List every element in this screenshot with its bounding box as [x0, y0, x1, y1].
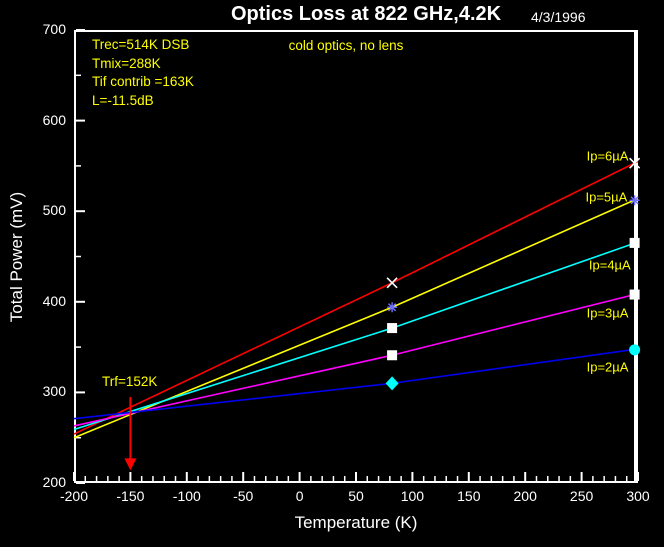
- x-tick-label: -200: [59, 488, 89, 504]
- square-marker: [387, 323, 398, 334]
- y-tick-label: 600: [42, 111, 66, 128]
- x-tick-label: 50: [348, 488, 364, 504]
- x-tick-label: 250: [569, 488, 594, 504]
- y-tick-label: 400: [42, 292, 66, 309]
- series-line-ip3a: [73, 292, 639, 427]
- chart-date: 4/3/1996: [531, 9, 586, 25]
- plot-frame: [74, 30, 638, 483]
- plot-area: [73, 29, 641, 484]
- x-tick-label: 200: [513, 488, 537, 504]
- x-axis-title: Temperature (K): [294, 513, 418, 532]
- x-tick-label: 150: [457, 488, 481, 504]
- cross-marker: [386, 277, 398, 289]
- x-tick-label: 100: [400, 488, 425, 504]
- circle-marker: [629, 344, 641, 356]
- square-marker: [629, 237, 640, 248]
- y-axis-title: Total Power (mV): [7, 191, 26, 323]
- square-marker: [387, 350, 398, 361]
- y-tick-label: 200: [42, 474, 66, 490]
- star-marker: [387, 302, 398, 313]
- series-line-ip6a: [73, 160, 639, 435]
- series-line-ip4a: [73, 241, 639, 431]
- chart-title: Optics Loss at 822 GHz,4.2K: [231, 3, 502, 25]
- cross-marker: [629, 157, 641, 169]
- star-marker: [629, 195, 640, 206]
- x-tick-label: -50: [233, 488, 254, 504]
- x-tick-label: -150: [116, 488, 145, 504]
- square-marker: [629, 289, 640, 300]
- trf-arrow-head: [124, 458, 137, 471]
- x-tick-label: 0: [295, 488, 304, 504]
- diamond-marker: [385, 376, 399, 391]
- y-tick-label: 500: [42, 202, 66, 219]
- x-tick-label: 300: [626, 488, 650, 504]
- y-tick-label: 700: [42, 21, 66, 37]
- series-line-ip2a: [73, 348, 639, 420]
- y-tick-label: 300: [42, 383, 66, 400]
- x-tick-label: -100: [172, 488, 201, 504]
